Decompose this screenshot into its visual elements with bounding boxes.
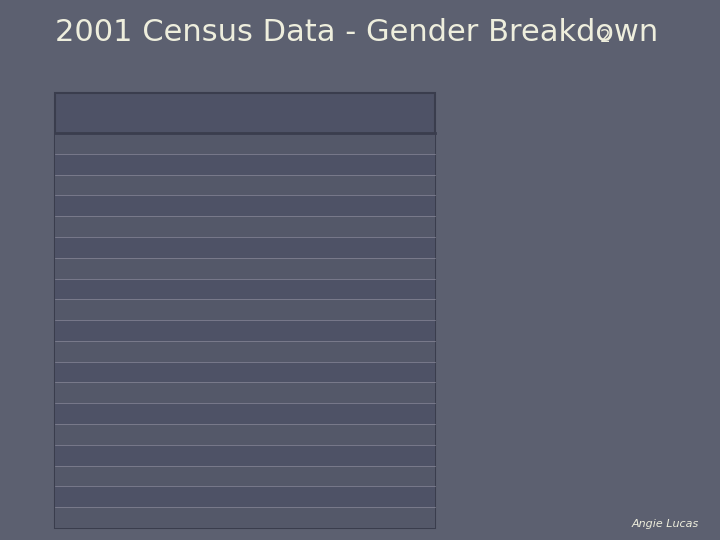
Text: 2310: 2310 — [372, 346, 396, 356]
Text: 5050: 5050 — [169, 450, 194, 460]
Text: 44: 44 — [86, 429, 99, 440]
Text: 2045: 2045 — [372, 201, 396, 211]
Text: 2: 2 — [600, 28, 611, 46]
Text: 2090: 2090 — [269, 305, 294, 315]
Text: 2530: 2530 — [269, 388, 294, 398]
Text: 3620: 3620 — [169, 180, 194, 190]
Text: 40: 40 — [86, 346, 99, 356]
Text: 30: 30 — [86, 138, 99, 149]
Text: 1930: 1930 — [269, 471, 294, 481]
Text: 33: 33 — [86, 201, 99, 211]
Text: 41: 41 — [86, 367, 99, 377]
Text: 38: 38 — [86, 305, 99, 315]
Text: 35: 35 — [86, 242, 99, 252]
Text: 2375: 2375 — [269, 346, 294, 356]
Text: 2240: 2240 — [269, 429, 294, 440]
Text: 1990: 1990 — [372, 159, 396, 169]
Text: 1795: 1795 — [372, 180, 396, 190]
Text: 2215: 2215 — [372, 429, 396, 440]
Text: 2140: 2140 — [269, 201, 294, 211]
Text: Angie Lucas: Angie Lucas — [631, 519, 698, 529]
Text: 7180: 7180 — [169, 138, 194, 149]
Text: 2290: 2290 — [269, 367, 294, 377]
Text: 3380: 3380 — [169, 242, 194, 252]
Text: 32: 32 — [86, 180, 99, 190]
Text: 43: 43 — [86, 409, 99, 419]
Text: 5280: 5280 — [169, 221, 194, 232]
Text: 4455: 4455 — [169, 429, 194, 440]
Text: 42: 42 — [86, 388, 99, 398]
Text: Census
Tract: Census Tract — [74, 102, 112, 124]
Text: 1735: 1735 — [372, 263, 396, 273]
Text: Female
Population: Female Population — [353, 102, 415, 124]
Text: 4360: 4360 — [169, 512, 194, 523]
Text: 1700: 1700 — [372, 242, 396, 252]
Text: 2900: 2900 — [372, 326, 396, 335]
Text: 4100: 4100 — [169, 409, 194, 419]
Text: 2001 Census Data - Gender Breakdown: 2001 Census Data - Gender Breakdown — [55, 18, 658, 47]
Text: 2175: 2175 — [269, 512, 294, 523]
Text: 1050: 1050 — [269, 284, 294, 294]
Text: 1870: 1870 — [372, 471, 396, 481]
Text: 47: 47 — [86, 492, 99, 502]
Text: 2050: 2050 — [269, 409, 294, 419]
Text: 36: 36 — [86, 263, 99, 273]
Text: 48: 48 — [86, 512, 99, 523]
Text: 6195: 6195 — [169, 492, 194, 502]
Text: Total
Population: Total Population — [150, 102, 212, 124]
Text: 37: 37 — [86, 284, 99, 294]
Text: 2050: 2050 — [372, 409, 396, 419]
Text: 3645: 3645 — [372, 138, 396, 149]
Text: 2540: 2540 — [269, 450, 294, 460]
Text: 5625: 5625 — [169, 326, 194, 335]
Text: Male
Population: Male Population — [251, 102, 313, 124]
Text: 3430: 3430 — [169, 263, 194, 273]
Text: 2735: 2735 — [372, 221, 396, 232]
Text: 3535: 3535 — [269, 138, 294, 149]
Text: 4500: 4500 — [169, 367, 194, 377]
Text: 3150: 3150 — [372, 492, 396, 502]
Text: 46: 46 — [86, 471, 99, 481]
Text: 3045: 3045 — [269, 492, 294, 502]
Text: 31: 31 — [86, 159, 99, 169]
Text: 2130: 2130 — [372, 305, 396, 315]
Text: 5125: 5125 — [169, 388, 194, 398]
Text: 1060: 1060 — [372, 284, 396, 294]
Text: 2110: 2110 — [169, 284, 194, 294]
Text: 2595: 2595 — [372, 388, 396, 398]
Text: 1925: 1925 — [269, 159, 294, 169]
Text: 2210: 2210 — [372, 367, 396, 377]
Text: 39: 39 — [86, 326, 99, 335]
Text: 2510: 2510 — [372, 450, 396, 460]
Text: 4220: 4220 — [169, 305, 194, 315]
Text: 34: 34 — [86, 221, 99, 232]
Text: 4185: 4185 — [169, 201, 194, 211]
Text: 2545: 2545 — [269, 221, 294, 232]
Text: 1695: 1695 — [269, 263, 294, 273]
Text: 3915: 3915 — [169, 159, 194, 169]
Text: 1825: 1825 — [269, 180, 294, 190]
Text: 4685: 4685 — [169, 346, 194, 356]
Text: 1680: 1680 — [269, 242, 294, 252]
Text: 3800: 3800 — [169, 471, 194, 481]
Text: 45: 45 — [86, 450, 99, 460]
Text: 2185: 2185 — [372, 512, 396, 523]
Text: 2725: 2725 — [269, 326, 294, 335]
